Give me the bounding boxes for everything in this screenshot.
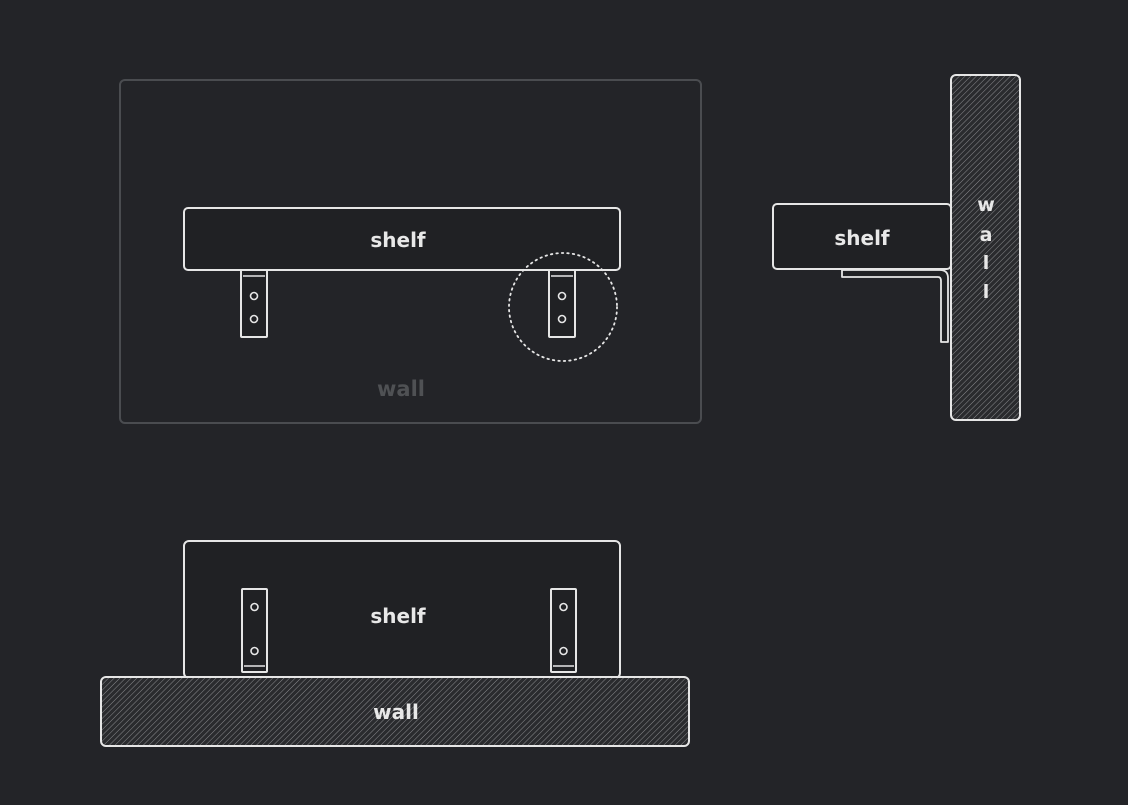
top-shelf-label: shelf [370, 604, 426, 628]
side-wall-vertical-label: w a l l [977, 194, 995, 303]
side-view: w a l l shelf [772, 74, 1021, 421]
front-wall-frame [119, 79, 702, 424]
side-wall [950, 74, 1021, 421]
screw-hole [250, 646, 259, 656]
detail-highlight-circle [508, 252, 618, 362]
screw-hole [557, 314, 567, 324]
top-wall-label: wall [373, 700, 419, 724]
svg-text:w: w [977, 194, 995, 216]
front-view: wall shelf [119, 79, 702, 424]
front-shelf-label: shelf [370, 228, 426, 252]
svg-text:l: l [983, 252, 990, 274]
front-bracket-right [548, 269, 576, 338]
front-bracket-left [240, 269, 268, 338]
top-view: shelf wall [100, 540, 690, 747]
screw-hole [557, 291, 567, 301]
top-bracket-right [550, 588, 577, 673]
screw-hole [250, 602, 259, 612]
screw-hole [559, 646, 568, 656]
screw-hole [249, 291, 259, 301]
front-shelf [183, 207, 621, 271]
front-wall-label: wall [377, 377, 425, 401]
top-bracket-left [241, 588, 268, 673]
screw-hole [559, 602, 568, 612]
side-l-bracket [841, 269, 949, 343]
screw-hole [249, 314, 259, 324]
svg-text:l: l [983, 281, 990, 303]
side-shelf [772, 203, 952, 270]
top-wall [100, 676, 690, 747]
side-shelf-label: shelf [834, 226, 890, 250]
svg-text:a: a [980, 224, 993, 246]
